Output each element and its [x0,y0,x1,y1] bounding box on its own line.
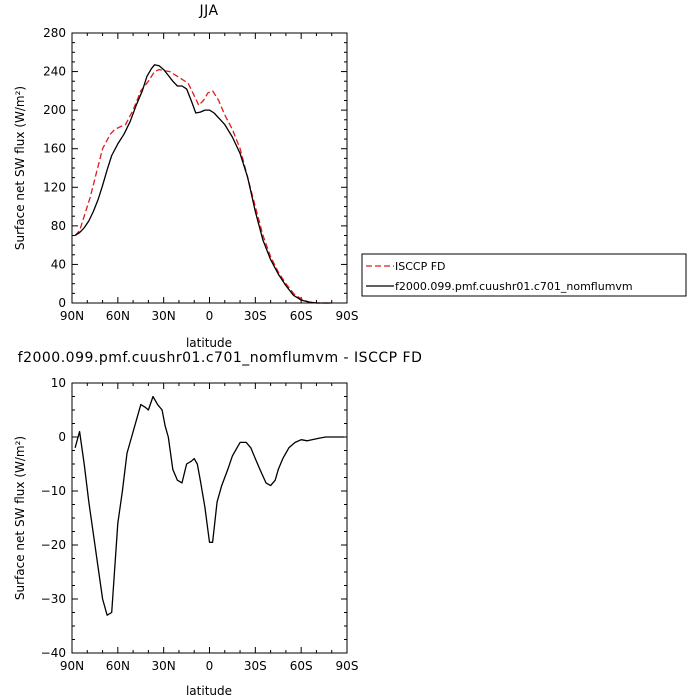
y-tick-label: 160 [43,142,66,156]
x-tick-label: 0 [206,309,214,323]
top-chart-title: JJA [198,3,218,19]
bottom-chart: f2000.099.pmf.cuushr01.c701_nomflumvm - … [13,350,422,698]
bottom-x-axis-label: latitude [186,684,232,698]
x-tick-label: 0 [206,659,214,673]
x-tick-label: 90N [60,659,84,673]
y-tick-label: −10 [41,484,66,498]
y-tick-label: 120 [43,180,66,194]
bottom-y-ticks: −40 −30 −20 −10 0 10 [41,376,347,660]
x-tick-label: 60N [106,309,130,323]
x-tick-label: 60N [106,659,130,673]
x-tick-label: 90N [60,309,84,323]
top-y-ticks: 0 40 80 120 160 200 240 280 [43,26,347,310]
bottom-y-axis-label: Surface net SW flux (W/m²) [13,436,27,600]
y-tick-label: 280 [43,26,66,40]
y-tick-label: −30 [41,592,66,606]
bottom-x-ticks: 90N 60N 30N 0 30S 60S 90S [60,383,359,673]
series-line-0-0 [74,68,332,304]
legend-label-model: f2000.099.pmf.cuushr01.c701_nomflumvm [395,280,633,293]
y-tick-label: 10 [51,376,66,390]
x-tick-label: 30N [152,659,176,673]
top-x-ticks: 90N 60N 30N 0 30S 60S 90S [60,33,359,323]
top-series-lines [74,64,332,304]
y-tick-label: 40 [51,257,66,271]
legend-box [361,253,687,297]
legend: ISCCP FD f2000.099.pmf.cuushr01.c701_nom… [361,253,687,297]
y-tick-label: −40 [41,646,66,660]
bottom-series-lines [74,395,344,616]
series-line-1-0 [74,395,344,616]
bottom-plot-frame [71,382,348,654]
legend-label-isccp: ISCCP FD [395,260,446,273]
y-tick-label: −20 [41,538,66,552]
top-x-axis-label: latitude [186,336,232,350]
series-line-0-1 [74,64,332,304]
x-tick-label: 60S [290,309,313,323]
x-tick-label: 30S [244,659,267,673]
x-tick-label: 90S [336,309,359,323]
bottom-chart-title: f2000.099.pmf.cuushr01.c701_nomflumvm - … [18,350,423,366]
y-tick-label: 200 [43,103,66,117]
x-tick-label: 90S [336,659,359,673]
x-tick-label: 60S [290,659,313,673]
top-chart: JJA 90N 60N 30N 0 30S 60S 90S 0 40 80 120 160 200 24… [13,3,358,350]
y-tick-label: 240 [43,65,66,79]
y-tick-label: 0 [58,296,66,310]
y-tick-label: 0 [58,430,66,444]
x-tick-label: 30N [152,309,176,323]
y-tick-label: 80 [51,219,66,233]
top-plot-frame [71,32,348,304]
x-tick-label: 30S [244,309,267,323]
top-y-axis-label: Surface net SW flux (W/m²) [13,86,27,250]
